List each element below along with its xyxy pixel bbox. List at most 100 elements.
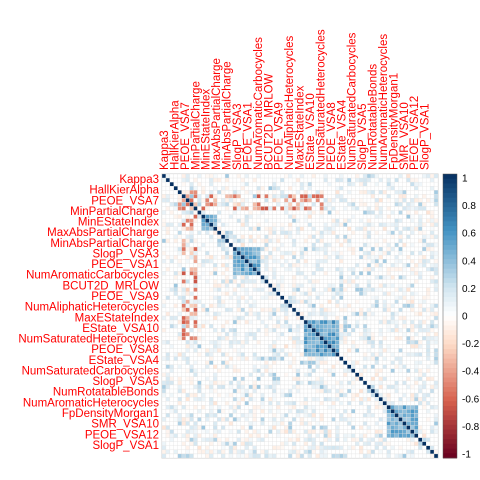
matrix-cell <box>319 222 324 227</box>
matrix-cell <box>433 210 439 215</box>
matrix-cell <box>402 368 407 373</box>
matrix-cell <box>347 222 352 227</box>
matrix-cell <box>264 279 269 284</box>
matrix-cell <box>335 396 340 402</box>
matrix-cell <box>185 328 190 333</box>
matrix-cell <box>291 311 297 317</box>
matrix-cell <box>343 303 348 309</box>
matrix-cell <box>382 275 387 280</box>
matrix-cell <box>299 328 305 333</box>
matrix-cell <box>260 396 265 402</box>
matrix-cell <box>213 332 218 337</box>
matrix-cell <box>252 441 257 446</box>
matrix-cell <box>335 194 340 199</box>
matrix-cell <box>252 307 257 313</box>
matrix-cell <box>284 307 289 313</box>
matrix-cell <box>276 190 281 195</box>
matrix-cell <box>402 254 407 260</box>
matrix-cell <box>335 352 340 357</box>
matrix-cell <box>173 405 178 410</box>
matrix-cell <box>370 254 376 260</box>
matrix-cell <box>264 413 269 418</box>
matrix-cell <box>343 376 348 382</box>
matrix-cell <box>161 299 167 304</box>
matrix-cell <box>276 303 281 309</box>
matrix-cell <box>331 218 336 223</box>
matrix-cell <box>382 433 387 438</box>
matrix-cell <box>355 388 360 394</box>
matrix-cell <box>398 218 403 223</box>
matrix-cell <box>418 234 423 240</box>
matrix-cell <box>422 323 427 329</box>
matrix-cell <box>228 218 234 223</box>
matrix-cell <box>303 453 309 459</box>
matrix-cell <box>394 230 399 236</box>
matrix-cell <box>284 299 289 304</box>
matrix-cell <box>398 202 403 207</box>
matrix-cell <box>197 332 202 337</box>
matrix-cell <box>347 356 352 361</box>
matrix-cell <box>414 246 419 252</box>
matrix-cell <box>362 449 368 455</box>
matrix-cell <box>284 234 289 240</box>
matrix-cell <box>410 344 415 349</box>
matrix-cell <box>228 263 234 268</box>
colorbar-segment <box>443 358 457 364</box>
matrix-cell <box>173 441 178 446</box>
matrix-cell <box>193 445 198 451</box>
matrix-cell <box>189 254 194 260</box>
matrix-cell <box>236 449 242 455</box>
matrix-cell <box>193 340 198 345</box>
matrix-cell <box>323 299 328 304</box>
matrix-cell <box>165 291 171 296</box>
matrix-cell <box>418 287 423 292</box>
matrix-cell <box>343 218 348 223</box>
matrix-cell <box>299 202 305 207</box>
matrix-cell <box>244 445 249 451</box>
matrix-cell <box>299 299 305 304</box>
matrix-cell <box>370 263 376 268</box>
matrix-cell <box>260 413 265 418</box>
matrix-cell <box>284 271 289 276</box>
matrix-cell <box>374 222 380 227</box>
matrix-cell <box>426 177 431 183</box>
matrix-cell <box>339 433 344 438</box>
matrix-cell <box>181 376 186 382</box>
colorbar-segment <box>443 363 457 369</box>
matrix-cell <box>252 409 257 414</box>
matrix-cell <box>386 190 391 195</box>
matrix-cell <box>165 206 171 211</box>
matrix-cell <box>386 307 391 313</box>
matrix-cell <box>284 275 289 280</box>
matrix-cell <box>315 202 320 207</box>
matrix-cell <box>426 311 431 317</box>
matrix-cell <box>343 433 348 438</box>
matrix-cell <box>189 250 194 256</box>
matrix-cell <box>205 388 210 394</box>
matrix-cell <box>327 437 332 442</box>
matrix-cell <box>240 202 245 207</box>
matrix-cell <box>173 356 178 361</box>
matrix-cell <box>268 238 273 244</box>
matrix-cell <box>256 368 261 373</box>
matrix-cell <box>343 259 348 264</box>
matrix-cell <box>224 356 230 361</box>
matrix-cell <box>327 368 332 373</box>
matrix-cell <box>429 396 435 402</box>
matrix-cell <box>394 376 399 382</box>
matrix-cell <box>429 360 435 365</box>
matrix-cell <box>276 218 281 223</box>
matrix-cell <box>177 332 182 337</box>
matrix-cell <box>295 271 301 276</box>
matrix-cell <box>351 234 356 240</box>
matrix-cell <box>374 392 380 398</box>
matrix-cell <box>256 315 261 321</box>
matrix-cell <box>323 405 328 410</box>
matrix-cell <box>331 186 336 191</box>
matrix-cell <box>319 421 324 426</box>
matrix-cell <box>169 279 174 284</box>
matrix-cell <box>394 388 399 394</box>
matrix-cell <box>264 238 269 244</box>
matrix-cell <box>217 275 222 280</box>
matrix-cell <box>339 250 344 256</box>
